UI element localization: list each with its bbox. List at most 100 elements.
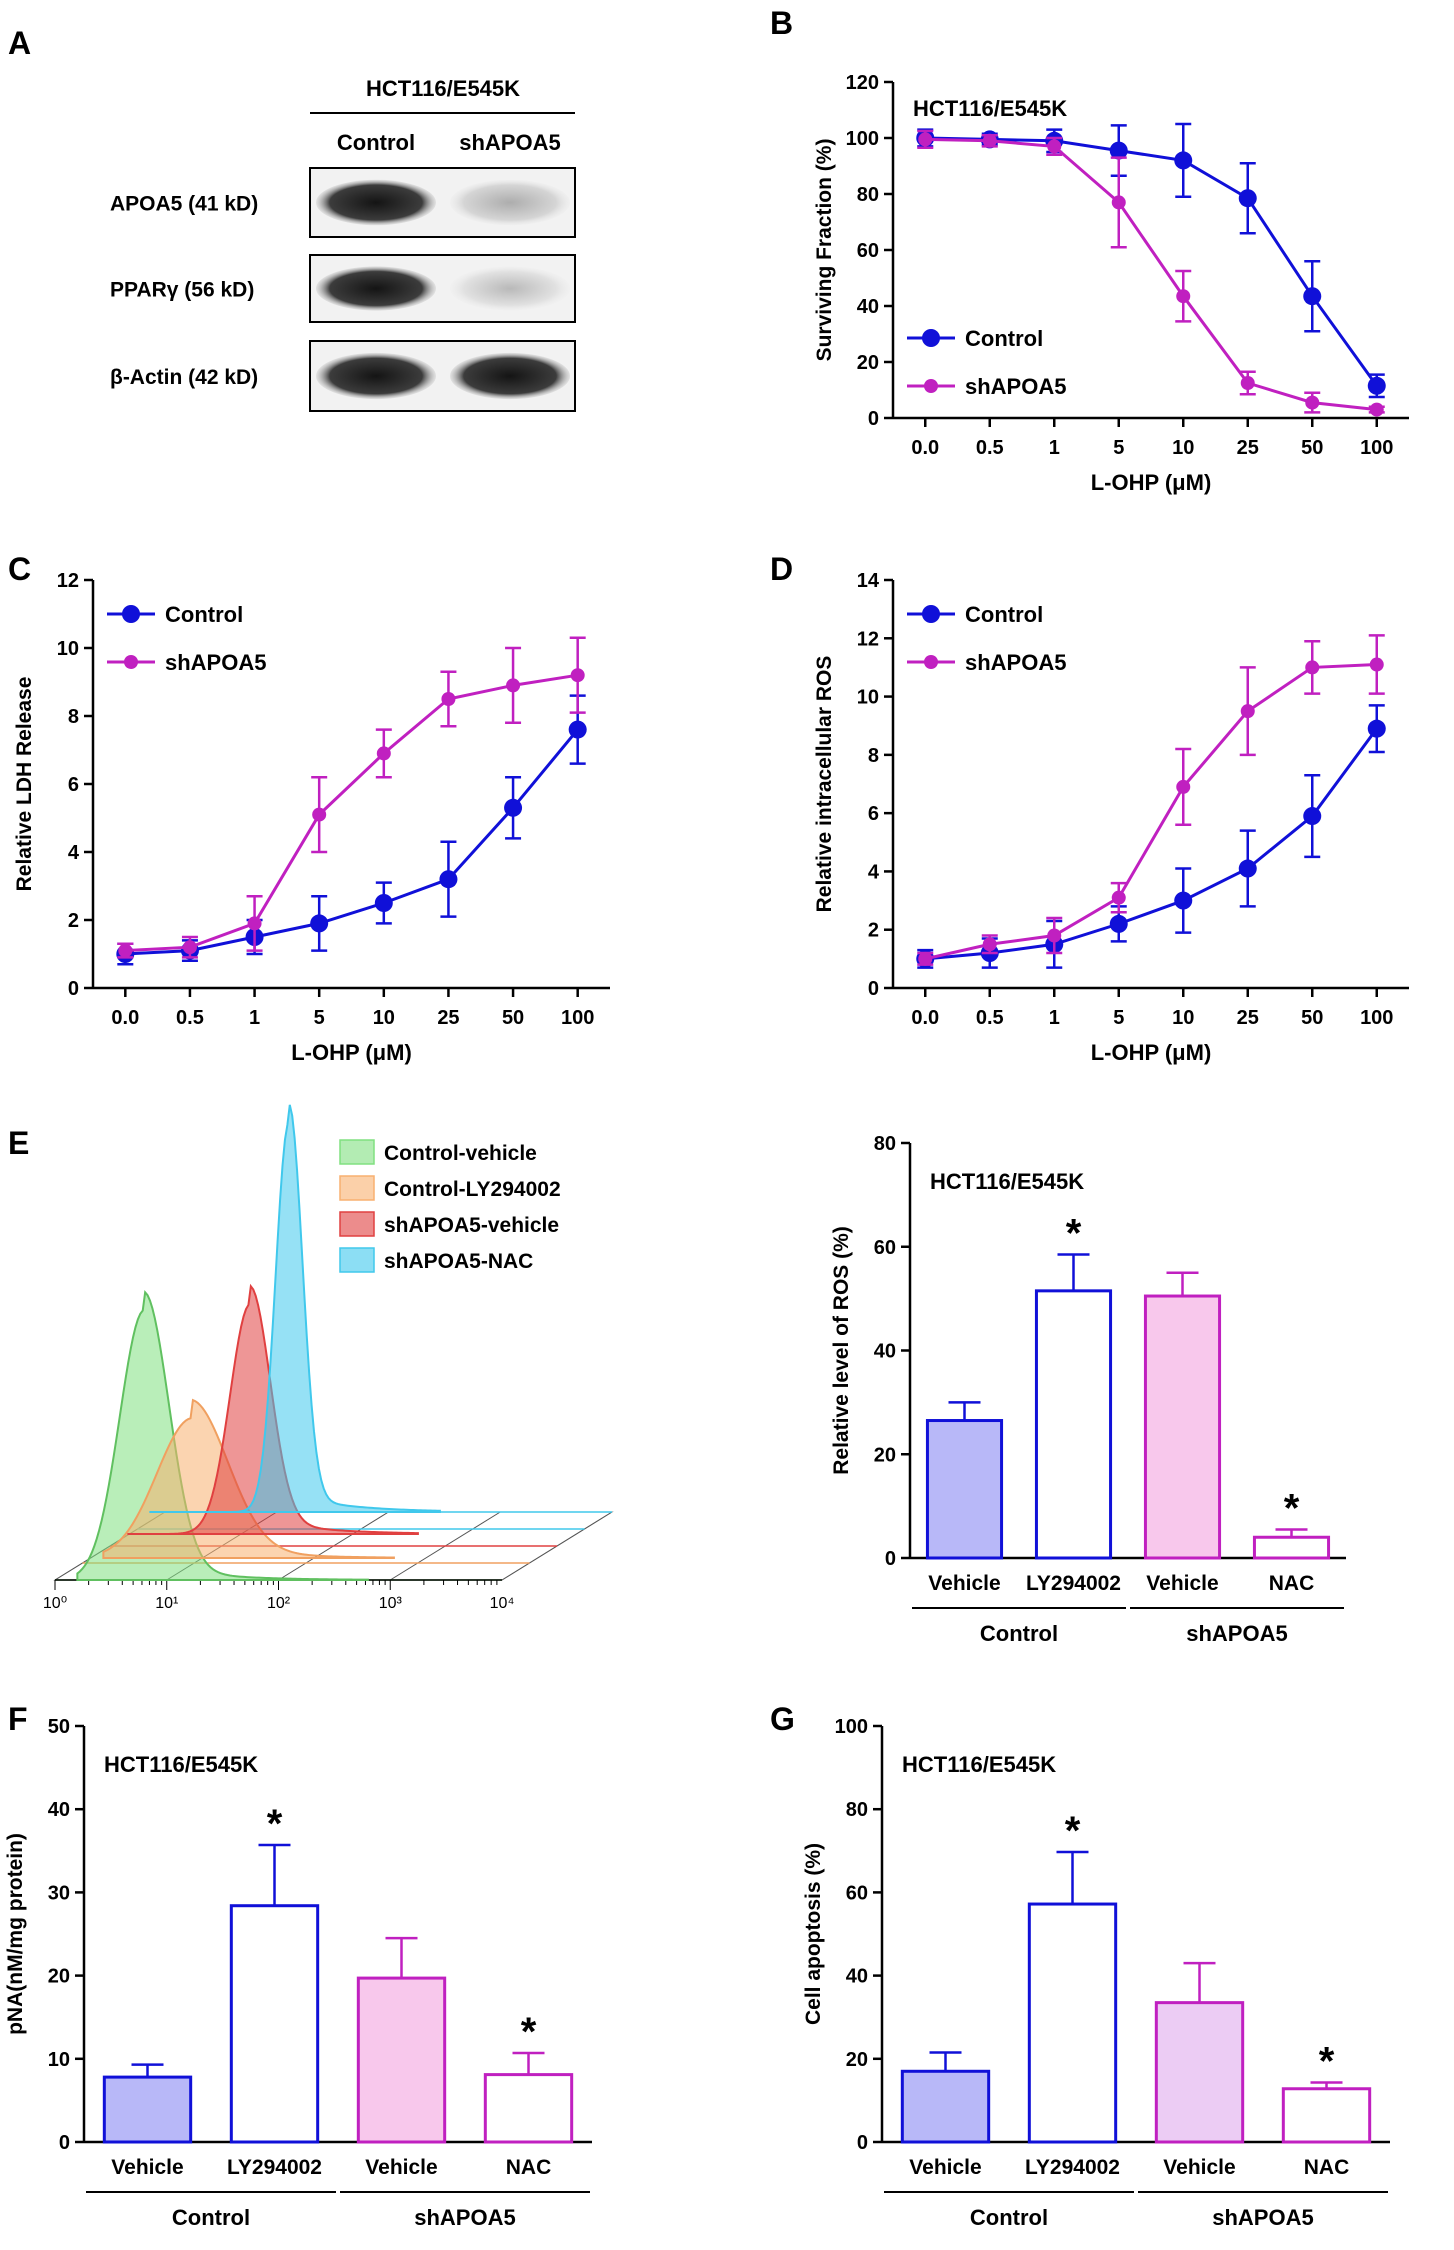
y-axis-label: Relative intracellular ROS [813,656,836,913]
y-tick-label: 60 [874,1237,896,1259]
blot-band [450,352,570,400]
x-tick-label: 100 [1360,437,1393,459]
blot-band [316,179,436,226]
data-point [1176,779,1191,794]
data-point [1367,719,1386,738]
x-tick-label: Vehicle [909,2156,981,2179]
y-axis-label: Surviving Fraction (%) [813,139,836,362]
panel-letter: F [8,1701,28,1737]
panel-a-western-blot: A HCT116/E545K Control shAPOA5 APOA5 (41 kD)… [8,25,576,412]
chart-title: HCT116/E545K [104,1752,258,1777]
lane-label: Control [337,130,415,155]
legend-entry: Control [965,326,1043,351]
y-tick-label: 2 [68,910,79,932]
legend-swatch [339,1175,375,1201]
legend-swatch [339,1139,375,1165]
group-label: shAPOA5 [1212,2205,1313,2230]
data-point [918,951,933,966]
bar [1034,1289,1113,1560]
chart-D: D 0 2 4 6 8 10 12 14 0.0 0.5 1 5 10 25 50 100 L-OHP (μM) R… [770,551,1409,1065]
y-tick-label: 80 [846,1799,868,1821]
x-tick-label: 1 [1049,437,1060,459]
x-tick-label: 10 [1172,1007,1194,1029]
bar [925,1419,1004,1560]
legend-swatch-point [124,655,138,669]
x-tick-label: NAC [506,2156,552,2179]
data-point [118,943,133,958]
significance-marker: * [1284,1486,1300,1530]
lane-label: shAPOA5 [459,130,560,155]
series-line [125,673,578,953]
panel-letter: A [8,25,31,61]
chart-C: C 0 2 4 6 8 10 12 0.0 0.5 1 5 10 25 50 100 L-OHP (μM) Rel… [8,551,610,1065]
x-tick-label: Vehicle [1163,2156,1235,2179]
x-tick-label: 10 [1172,437,1194,459]
bar [102,2075,193,2144]
x-tick-label: Vehicle [928,1572,1000,1595]
chart-E: 0 20 40 60 80 Relative level of ROS (%) HCT116… [830,1133,1346,1646]
chart-G: G 0 20 40 60 80 100 Cell apoptosis (%) HCT116/E5… [770,1701,1390,2230]
x-tick-label: 10³ [379,1595,403,1612]
data-point [376,746,391,761]
x-tick-label: 0.0 [111,1007,139,1029]
data-point [1047,139,1062,154]
x-tick-label: 5 [1113,1007,1124,1029]
y-tick-label: 60 [846,1882,868,1904]
bar [1252,1535,1331,1560]
data-point [247,916,262,931]
x-tick-label: LY294002 [1026,1572,1121,1595]
data-point [1367,376,1386,395]
panel-letter: C [8,551,31,587]
x-tick-label: 0.5 [976,1007,1004,1029]
x-tick-label: 25 [1237,1007,1259,1029]
y-axis-label: pNA(nM/mg protein) [4,1833,27,2035]
y-tick-label: 50 [48,1716,70,1738]
y-axis-label: Cell apoptosis (%) [802,1843,825,2025]
legend-swatch-point [924,379,938,393]
y-tick-label: 4 [868,861,880,883]
y-tick-label: 10 [857,687,879,709]
x-tick-label: 10¹ [155,1595,178,1612]
group-label: Control [172,2205,250,2230]
group-label: Control [980,1621,1058,1646]
series-line [925,136,1378,387]
y-tick-label: 20 [874,1444,896,1466]
y-tick-label: 30 [48,1882,70,1904]
x-tick-label: 10 [373,1007,395,1029]
data-point [568,720,587,739]
bar [483,2073,574,2144]
y-tick-label: 80 [857,184,879,206]
x-tick-label: 0.5 [176,1007,204,1029]
y-tick-label: 120 [846,72,879,94]
x-tick-label: LY294002 [1025,2156,1120,2179]
data-point [1240,704,1255,719]
blot-row-label: β-Actin (42 kD) [110,366,258,389]
y-tick-label: 20 [846,2049,868,2071]
data-point [374,894,393,912]
y-tick-label: 40 [48,1799,70,1821]
series-line [925,137,1377,412]
y-tick-label: 0 [885,1548,896,1570]
chart-title: HCT116/E545K [930,1169,1084,1194]
data-point [1303,807,1322,826]
chart-title: HCT116/E545K [902,1752,1056,1777]
group-label: shAPOA5 [414,2205,515,2230]
x-axis-label: L-OHP (μM) [1091,470,1212,495]
x-tick-label: 100 [1360,1007,1393,1029]
group-label: shAPOA5 [1186,1621,1287,1646]
y-tick-label: 0 [59,2132,70,2154]
y-tick-label: 10 [57,638,79,660]
bar [1281,2087,1372,2144]
x-tick-label: 50 [1301,1007,1323,1029]
legend-entry: Control-LY294002 [384,1178,561,1201]
data-point [982,133,997,148]
y-tick-label: 10 [48,2049,70,2071]
chart-B: B 0 20 40 60 80 100 120 0.0 0.5 1 5 10 25 50 100 L-OHP (… [770,5,1409,495]
data-point [1111,195,1126,210]
y-tick-label: 40 [846,1966,868,1988]
x-tick-label: 1 [249,1007,260,1029]
y-tick-label: 12 [857,628,879,650]
x-tick-label: 1 [1049,1007,1060,1029]
x-tick-label: Vehicle [111,2156,183,2179]
data-point [506,678,521,693]
